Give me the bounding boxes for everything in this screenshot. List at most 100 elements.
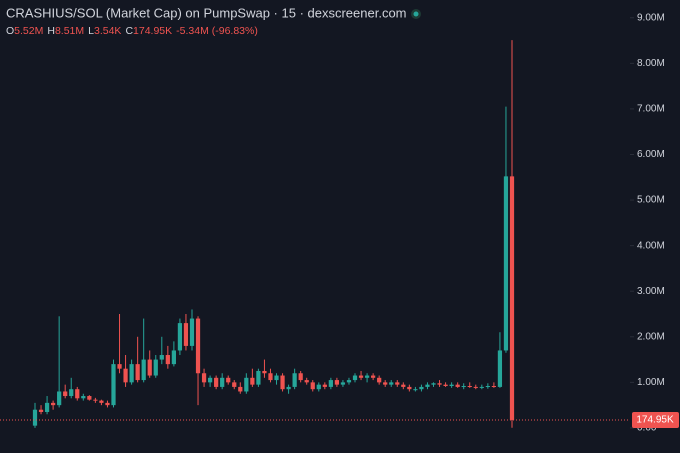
y-tick-label: 1.00M	[637, 377, 665, 388]
last-price-box	[632, 411, 679, 428]
candle-body	[413, 389, 418, 391]
candle-body	[274, 375, 279, 381]
candle-body	[111, 364, 116, 406]
candle-body	[117, 364, 122, 369]
candle-body	[226, 377, 231, 383]
candle-body	[407, 386, 412, 390]
candle-body	[425, 384, 430, 387]
candle-body	[352, 375, 358, 381]
candle-body	[232, 382, 237, 387]
candle-body	[479, 386, 484, 388]
candle-body	[491, 386, 496, 388]
candle-body	[207, 377, 213, 383]
candle-body	[316, 384, 321, 390]
candle-body	[201, 373, 207, 383]
candle-body	[69, 389, 74, 397]
candle-body	[51, 402, 56, 406]
chart-title: CRASHIUS/SOL (Market Cap) on PumpSwap · …	[6, 5, 407, 20]
ohlc-value: 3.54K	[94, 25, 121, 37]
candle-body	[57, 391, 62, 406]
candle-body	[171, 350, 176, 365]
candle-body	[147, 359, 152, 376]
candle-body	[298, 373, 303, 381]
candle-body	[340, 382, 346, 385]
candle-body	[286, 386, 291, 390]
candle-body	[63, 391, 68, 397]
candle-body	[280, 375, 285, 390]
candle-body	[256, 370, 261, 385]
candle-body	[183, 323, 189, 346]
candle-body	[177, 323, 183, 351]
candle-body	[238, 386, 243, 392]
y-tick-label: 7.00M	[637, 104, 665, 115]
candle-body	[159, 355, 164, 360]
y-tick-label: 0.00	[637, 423, 657, 434]
candle-body	[461, 386, 466, 388]
ohlc-value: 174.95K	[133, 25, 172, 37]
status-dot	[413, 11, 419, 17]
candle-body	[129, 364, 134, 383]
candle-body	[220, 377, 225, 387]
candle-body	[244, 377, 249, 392]
candle-body	[135, 364, 140, 381]
candle-body	[497, 350, 503, 387]
candle-body	[250, 377, 255, 385]
candle-body	[503, 176, 509, 351]
candle-body	[364, 375, 370, 378]
y-tick-label: 8.00M	[637, 58, 665, 69]
candle-body	[449, 384, 454, 387]
candle-body	[268, 373, 273, 381]
y-tick-label: 5.00M	[637, 195, 665, 206]
candle-body	[153, 359, 158, 376]
candle-body	[81, 396, 86, 399]
last-price-label: 174.95K	[636, 415, 674, 426]
candle-body	[419, 386, 424, 390]
candle-body	[473, 386, 478, 388]
candle-body	[437, 383, 442, 385]
candle-body	[346, 380, 352, 383]
candle-body	[310, 382, 315, 390]
candle-body	[44, 402, 50, 412]
candle-body	[322, 384, 327, 387]
candle-body	[38, 409, 44, 412]
y-tick-label: 4.00M	[637, 240, 665, 251]
candle-body	[389, 382, 394, 385]
y-tick-label: 3.00M	[637, 286, 665, 297]
y-tick-label: 6.00M	[637, 149, 665, 160]
ohlc-value: 5.52M	[14, 25, 43, 37]
ohlc-value: 8.51M	[55, 25, 84, 37]
candle-body	[455, 384, 460, 387]
candle-body	[32, 409, 38, 426]
candle-body	[195, 318, 201, 374]
candle-body	[99, 400, 104, 403]
candle-body	[262, 370, 267, 374]
ohlc-key: L	[88, 25, 94, 37]
candle-body	[485, 386, 490, 388]
y-tick-label: 9.00M	[637, 12, 665, 23]
candle-body	[371, 375, 376, 378]
candle-body	[431, 383, 436, 385]
candle-body	[304, 380, 309, 383]
ohlc-key: O	[6, 25, 14, 37]
ohlc-key: C	[125, 25, 133, 37]
ohlc-change: -5.34M (-96.83%)	[176, 25, 258, 37]
candle-body	[328, 380, 333, 387]
candle-body	[141, 359, 146, 381]
ohlc-key: H	[47, 25, 55, 37]
candle-body	[105, 402, 110, 406]
candle-body	[165, 355, 170, 365]
candle-body	[509, 176, 515, 420]
y-tick-label: 2.00M	[637, 331, 665, 342]
candle-body	[358, 375, 364, 378]
candle-body	[87, 396, 92, 400]
plot: 0.00 1.00M 2.00M 3.00M 4.00M 5.00M 6.00M 7.00M 8…	[0, 12, 679, 434]
candle-body	[401, 384, 406, 387]
candle-body	[189, 318, 195, 346]
candle-body	[377, 377, 382, 383]
candle-body	[383, 382, 388, 385]
candle-body	[467, 386, 472, 388]
candle-body	[292, 373, 297, 387]
candle-body	[75, 389, 80, 399]
